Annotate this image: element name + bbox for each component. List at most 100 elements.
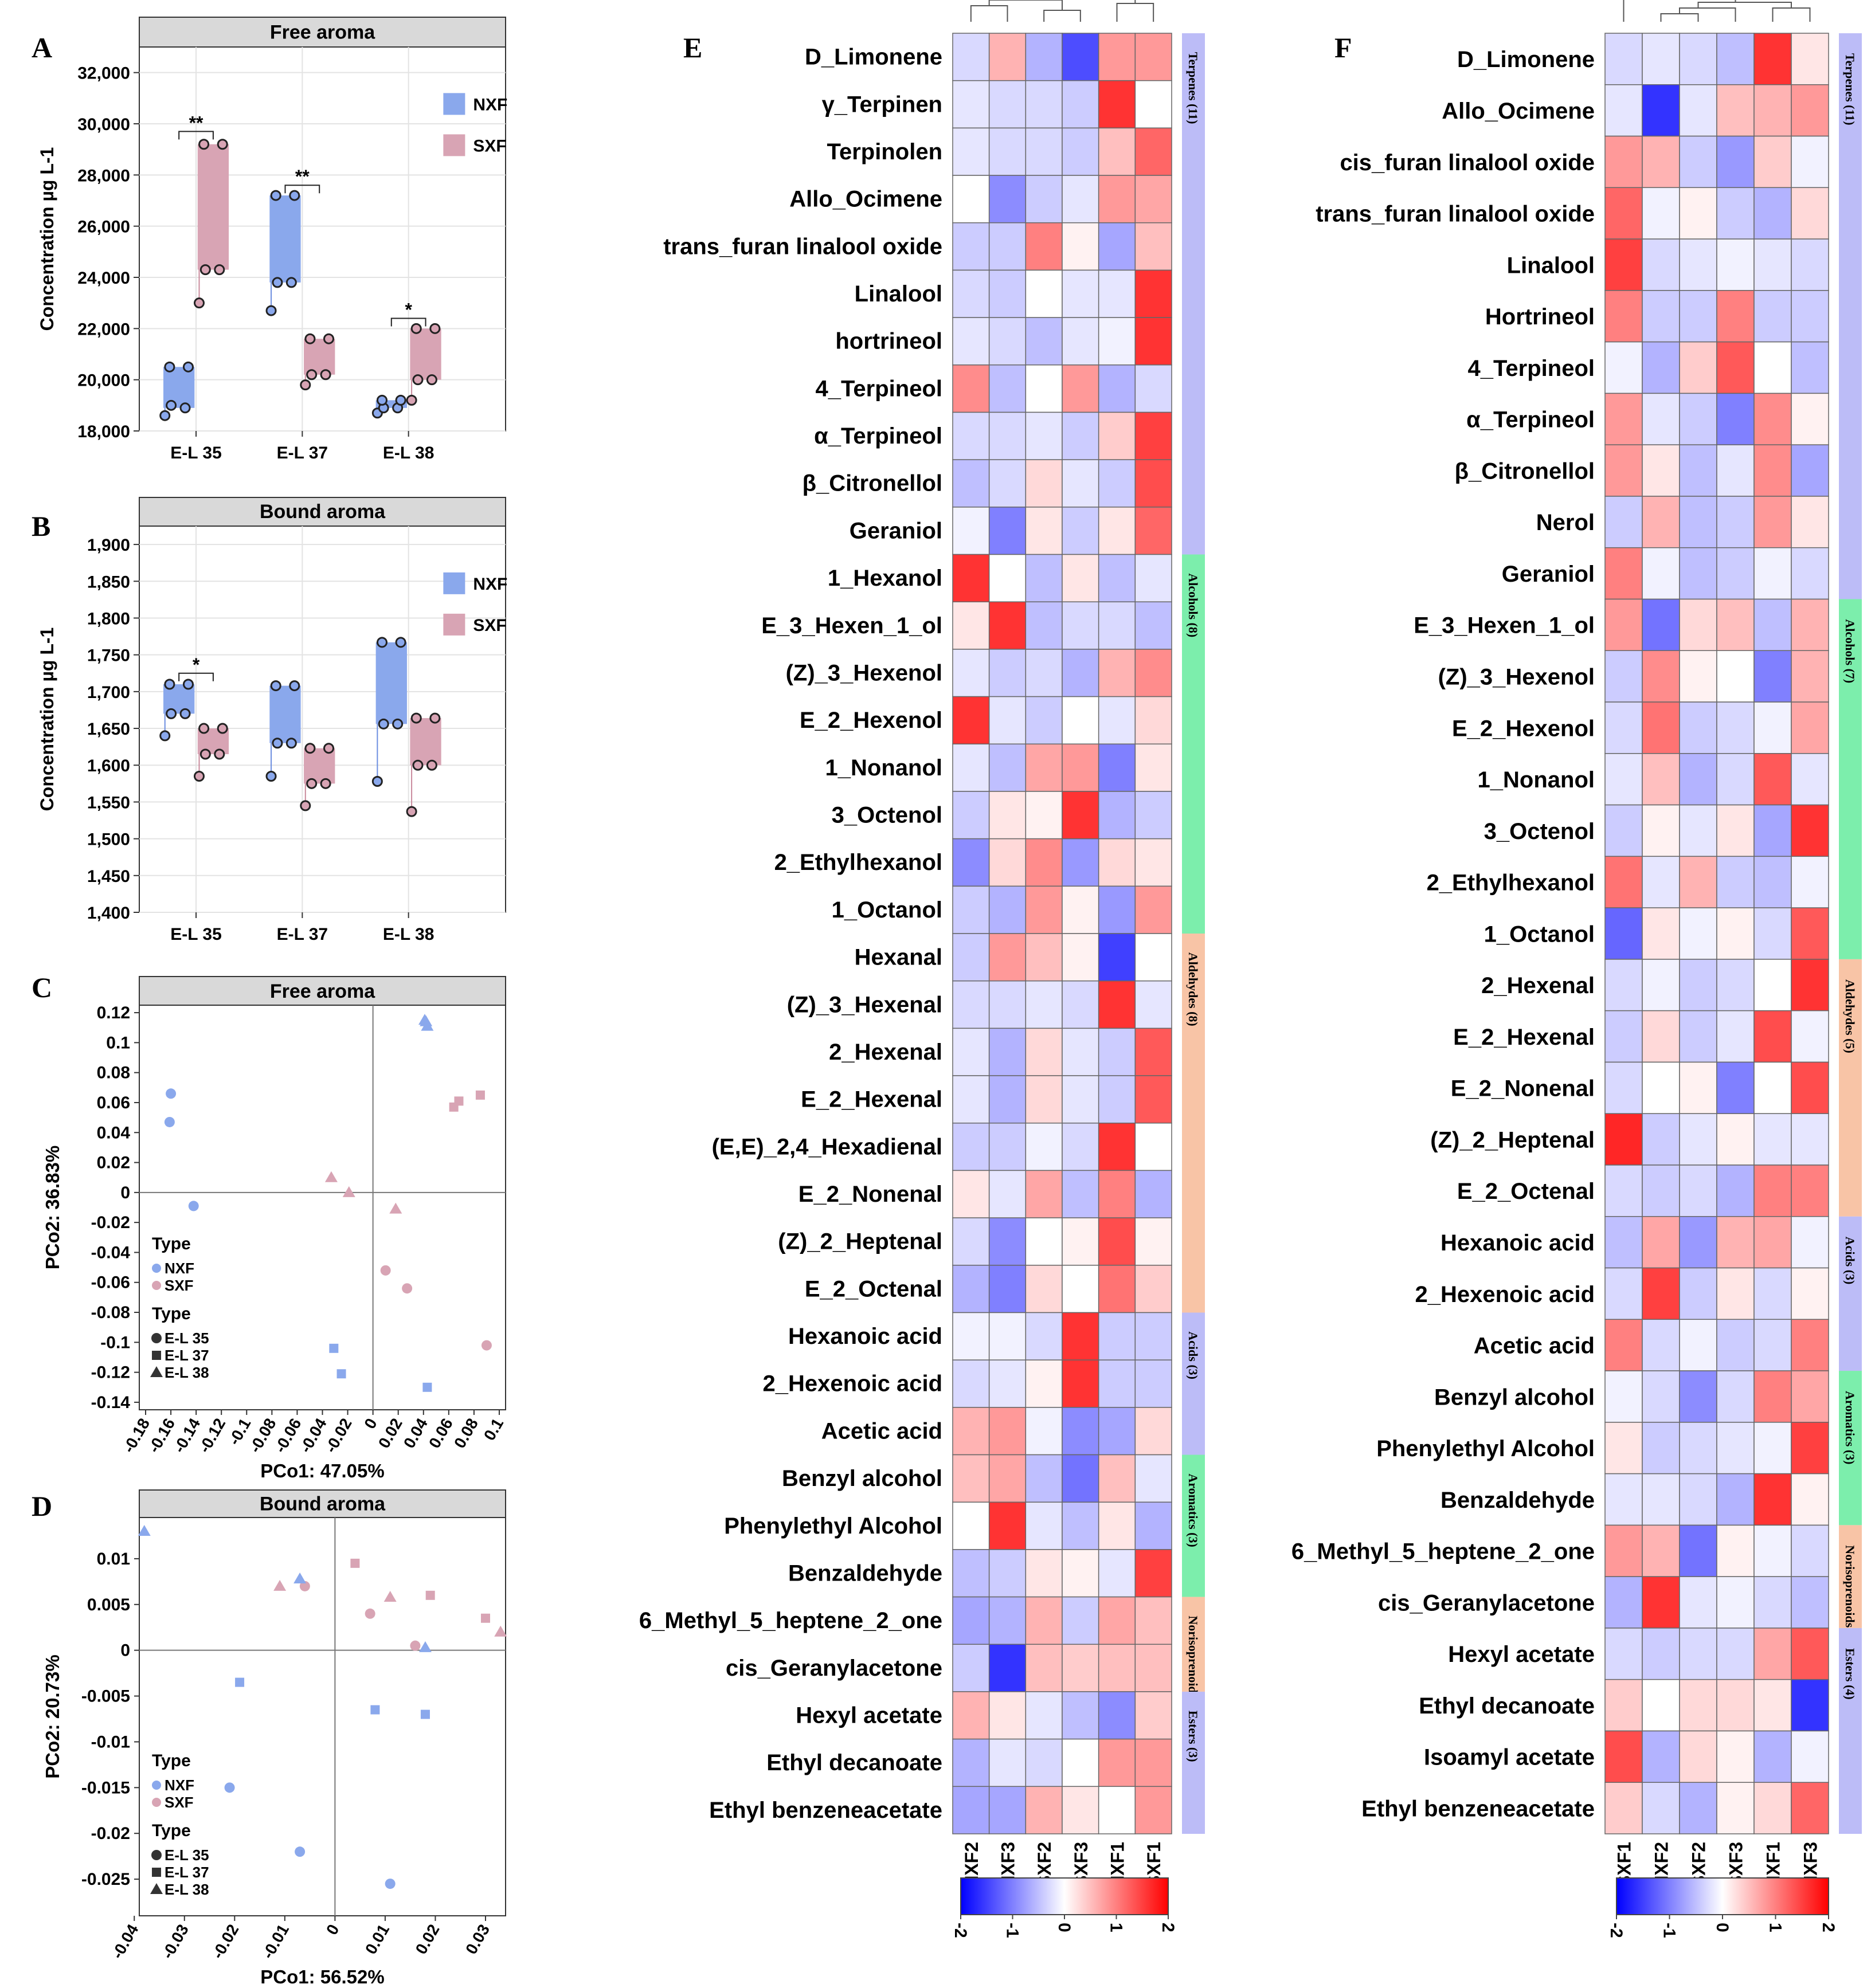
heatmap-cell — [1134, 1312, 1172, 1360]
group-bar — [1839, 1216, 1862, 1371]
row-label: D_Limonene — [805, 45, 942, 70]
y-tick-label: -0.02 — [91, 1213, 130, 1232]
heatmap-cell — [1062, 317, 1099, 366]
heatmap-cell — [1098, 1786, 1136, 1834]
y-axis-label: Concentration µg L-1 — [37, 147, 57, 331]
heatmap-cell — [1642, 547, 1680, 600]
y-tick-label: -0.015 — [81, 1778, 130, 1797]
legend-dot-nxf — [152, 1781, 161, 1790]
heatmap-cell — [1134, 269, 1172, 318]
significance-bracket — [178, 672, 214, 681]
heatmap-cell — [1604, 1422, 1643, 1475]
heatmap-cell — [988, 507, 1027, 555]
heatmap-cell — [1025, 1786, 1063, 1834]
data-point — [179, 402, 191, 414]
x-tick-label: E-L 37 — [277, 444, 328, 462]
heatmap-cell — [988, 269, 1027, 318]
heatmap-cell — [1791, 187, 1829, 240]
heatmap-cell — [1716, 1473, 1755, 1526]
heatmap-cell — [1642, 393, 1680, 445]
heatmap-cell — [1716, 856, 1755, 908]
group-bar — [1839, 599, 1862, 959]
group-bar — [1839, 1628, 1862, 1834]
y-tick-label: 18,000 — [77, 422, 130, 441]
row-label: β_Citronellol — [1455, 458, 1595, 484]
group-label: Terpenes (11) — [1843, 53, 1857, 126]
heatmap-panel-f: D_Limonene Allo_Ocimene cis_furan linalool… — [1291, 0, 1862, 1938]
heatmap-cell — [1134, 127, 1172, 176]
heatmap-cell — [1062, 1644, 1099, 1692]
legend-label: E-L 37 — [165, 1864, 209, 1881]
group-bar — [1182, 1454, 1205, 1597]
heatmap-cell — [988, 459, 1027, 508]
panel-letter-a: A — [32, 32, 52, 64]
group-bar — [1182, 1597, 1205, 1692]
heatmap-cell — [1753, 135, 1792, 189]
data-point — [376, 637, 387, 648]
y-tick-label: 24,000 — [77, 269, 130, 288]
heatmap-cell — [1604, 1010, 1643, 1063]
heatmap-cell — [1098, 1596, 1136, 1645]
heatmap-cell — [952, 127, 990, 176]
significance-bracket — [178, 131, 214, 140]
row-label: 2_Ethylhexanol — [774, 850, 942, 875]
heatmap-cell — [1791, 1422, 1829, 1475]
row-label: Linalool — [1507, 253, 1595, 278]
heatmap-cell — [1791, 856, 1829, 908]
row-label: E_3_Hexen_1_ol — [761, 613, 942, 638]
heatmap-cell — [1642, 135, 1680, 189]
x-tick-label: E-L 35 — [170, 444, 222, 462]
heatmap-cell — [952, 507, 990, 555]
row-label: Allo_Ocimene — [789, 187, 942, 212]
box-nxf — [375, 642, 407, 724]
heatmap-cell — [1679, 1267, 1717, 1320]
heatmap-cell — [952, 1122, 990, 1171]
heatmap-cell — [1679, 1576, 1717, 1629]
panel-letter-b: B — [32, 510, 50, 542]
heatmap-cell — [1716, 290, 1755, 343]
row-label: E_2_Hexenol — [800, 708, 942, 733]
legend-label: SXF — [473, 136, 506, 155]
heatmap-cell — [1025, 1122, 1063, 1171]
heatmap-cell — [1098, 1501, 1136, 1550]
heatmap-cell — [1062, 1786, 1099, 1834]
heatmap-cell — [1098, 1217, 1136, 1266]
heatmap-cell — [1134, 980, 1172, 1029]
heatmap-cell — [1134, 649, 1172, 697]
group-bar — [1182, 1691, 1205, 1834]
panel-letter-d: D — [32, 1490, 52, 1522]
heatmap-cell — [988, 554, 1027, 602]
heatmap-cell — [1642, 1473, 1680, 1526]
heatmap-cell — [1791, 1576, 1829, 1629]
colorbar — [960, 1877, 1169, 1915]
heatmap-cell — [1753, 1782, 1792, 1834]
heatmap-cell — [952, 885, 990, 934]
heatmap-cell — [952, 554, 990, 602]
x-axis-label: PCo1: 56.52% — [260, 1966, 384, 1987]
heatmap-cell — [1604, 135, 1643, 189]
heatmap-cell — [1134, 33, 1172, 81]
heatmap-cell — [1679, 598, 1717, 652]
point-triangle — [324, 1171, 338, 1182]
heatmap-cell — [1753, 753, 1792, 806]
y-tick-label: -0.1 — [100, 1333, 130, 1352]
plot-area — [139, 1005, 506, 1410]
heatmap-cell — [1642, 1010, 1680, 1063]
heatmap-cell — [1134, 1028, 1172, 1076]
heatmap-cell — [1753, 650, 1792, 703]
heatmap-cell — [952, 1028, 990, 1076]
heatmap-cell — [1791, 496, 1829, 548]
y-tick-label: -0.14 — [91, 1393, 131, 1412]
heatmap-cell — [1716, 1524, 1755, 1577]
legend-label: E-L 38 — [165, 1881, 209, 1898]
heatmap-cell — [952, 269, 990, 318]
heatmap-cell — [1134, 222, 1172, 271]
data-point — [272, 277, 283, 288]
y-tick-label: 1,500 — [87, 830, 130, 849]
heatmap-cell — [1679, 393, 1717, 445]
row-label: (Z)_3_Hexenal — [787, 992, 942, 1017]
heatmap-cell — [1753, 393, 1792, 445]
heatmap-cell — [1062, 1501, 1099, 1550]
point-circle — [151, 1333, 162, 1343]
heatmap-cell — [1753, 804, 1792, 857]
